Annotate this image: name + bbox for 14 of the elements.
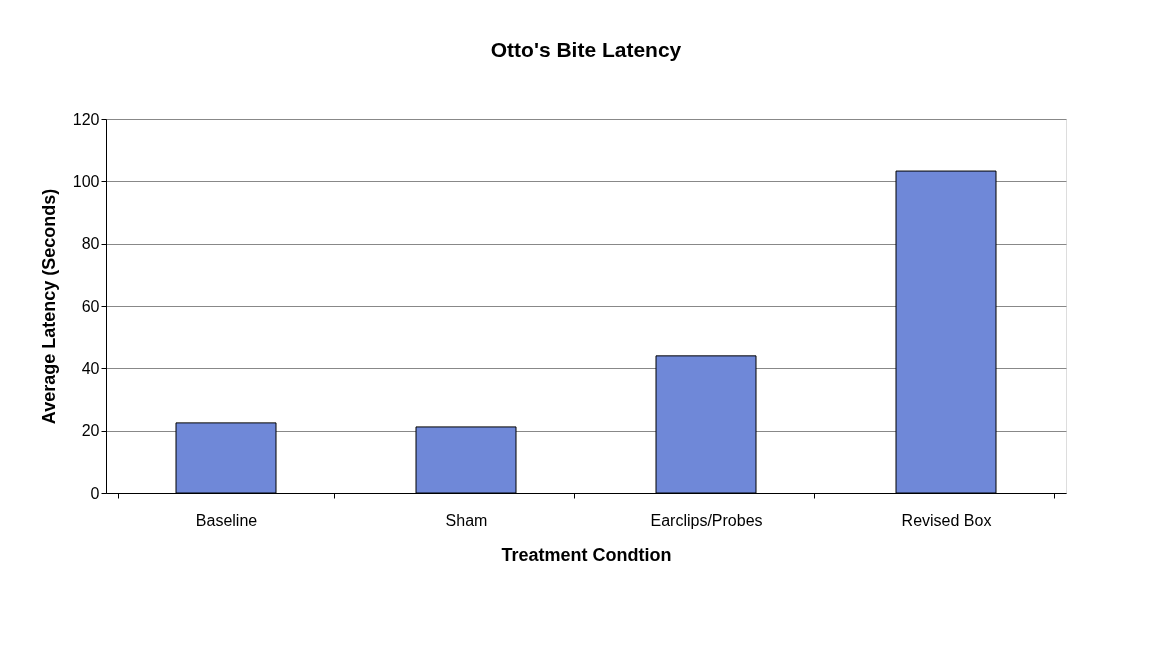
y-axis-title: Average Latency (Seconds)	[38, 188, 59, 425]
x-axis-title: Treatment Condtion	[501, 544, 672, 565]
y-tick-label: 120	[72, 110, 100, 128]
y-tick-label: 60	[81, 297, 100, 315]
chart-title: Otto's Bite Latency	[490, 38, 682, 61]
y-tick-label: 40	[81, 359, 100, 377]
x-tick-label: Revised Box	[901, 511, 992, 529]
x-tick-label: Earclips/Probes	[650, 511, 763, 529]
y-tick-label: 20	[81, 422, 100, 440]
y-tick-label: 100	[72, 172, 100, 190]
x-tick-label: Sham	[445, 511, 488, 529]
y-tick-label: 80	[81, 235, 100, 253]
y-tick-label: 0	[90, 484, 100, 502]
x-tick-label: Baseline	[195, 511, 258, 529]
